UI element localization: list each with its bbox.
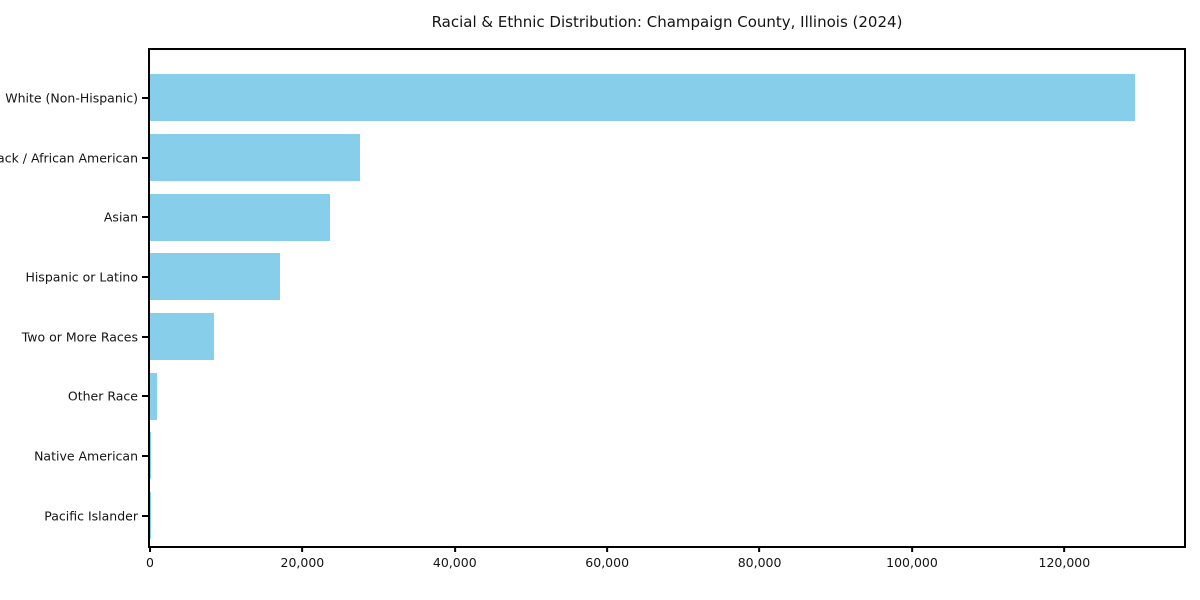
x-tick-label: 0 <box>146 555 154 570</box>
x-tick-mark <box>606 546 609 552</box>
x-tick-label: 100,000 <box>886 555 938 570</box>
y-tick-mark <box>142 275 148 278</box>
bar-row: Native American <box>34 426 1184 486</box>
y-tick-mark <box>142 395 148 398</box>
plot-area: White (Non-Hispanic) Black / African Amer… <box>0 48 1186 570</box>
x-axis: 0 20,000 40,000 60,000 80,000 100,000 120,000 <box>146 546 1184 576</box>
x-tick: 0 <box>146 546 154 570</box>
y-tick-mark <box>142 514 148 517</box>
bar-row: Black / African American <box>0 128 1184 188</box>
y-tick-label: Two or More Races <box>21 329 138 345</box>
bar <box>150 372 158 420</box>
x-tick: 80,000 <box>737 546 782 570</box>
y-tick-mark <box>142 96 148 99</box>
bar-row: Hispanic or Latino <box>25 247 1184 307</box>
x-tick: 100,000 <box>886 546 938 570</box>
x-tick-label: 80,000 <box>737 555 782 570</box>
y-tick-label: Pacific Islander <box>44 508 138 524</box>
y-tick-label: Native American <box>34 448 138 464</box>
x-tick-mark <box>453 546 456 552</box>
x-tick-label: 20,000 <box>280 555 325 570</box>
x-tick-mark <box>301 546 304 552</box>
bar <box>150 253 281 301</box>
y-tick-label: Other Race <box>67 388 138 404</box>
y-tick-mark <box>142 216 148 219</box>
y-tick-mark <box>142 156 148 159</box>
x-tick-mark <box>758 546 761 552</box>
bar <box>150 134 361 182</box>
x-tick-mark <box>1063 546 1066 552</box>
x-tick: 120,000 <box>1038 546 1091 570</box>
bar <box>150 193 330 241</box>
bar-row: White (Non-Hispanic) <box>5 68 1184 128</box>
x-tick-mark <box>148 546 151 552</box>
y-tick-label: Hispanic or Latino <box>25 269 138 285</box>
bar-row: Asian <box>104 187 1184 247</box>
bar <box>150 313 214 361</box>
bar-row: Pacific Islander <box>44 486 1184 546</box>
x-tick-label: 120,000 <box>1038 555 1091 570</box>
x-tick: 40,000 <box>433 546 477 570</box>
chart-title: Racial & Ethnic Distribution: Champaign … <box>431 13 903 31</box>
y-tick-mark <box>142 335 148 338</box>
x-tick-label: 40,000 <box>432 555 477 570</box>
bar-row: Other Race <box>68 366 1184 426</box>
y-tick-label: White (Non-Hispanic) <box>5 90 138 106</box>
bar <box>150 432 152 480</box>
y-tick-label: Black / African American <box>0 150 138 166</box>
x-tick-label: 60,000 <box>585 555 630 570</box>
y-tick-label: Asian <box>103 209 138 225</box>
x-tick: 20,000 <box>280 546 325 570</box>
x-tick-mark <box>910 546 913 552</box>
x-tick: 60,000 <box>585 546 629 570</box>
bar <box>150 74 1136 122</box>
y-tick-mark <box>142 454 148 457</box>
bar-row: Two or More Races <box>22 307 1184 367</box>
